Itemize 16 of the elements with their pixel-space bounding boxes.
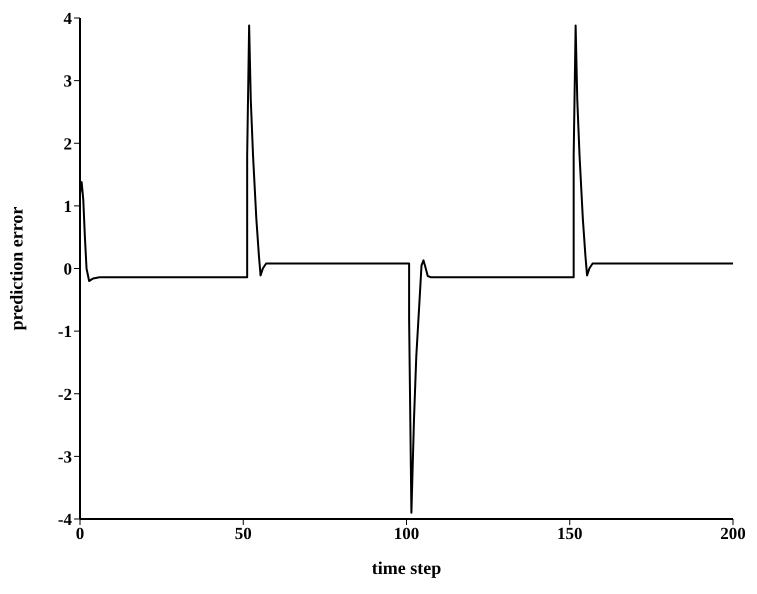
y-tick-label: 0 <box>64 260 72 279</box>
y-tick-label: -1 <box>58 322 72 342</box>
x-axis-title: time step <box>372 558 442 578</box>
y-tick-label: -3 <box>58 447 72 466</box>
y-tick-label: 3 <box>64 72 72 91</box>
x-tick-label: 200 <box>720 524 746 544</box>
x-tick-label: 50 <box>234 524 252 544</box>
x-tick-label: 100 <box>394 524 420 544</box>
y-tick-label: 1 <box>64 196 72 216</box>
y-tick-label: -4 <box>58 510 72 530</box>
y-tick-label: -2 <box>58 384 72 404</box>
y-tick-label: 4 <box>64 9 72 28</box>
x-tick-label: 150 <box>557 524 582 544</box>
y-axis-title: prediction error <box>6 206 26 330</box>
x-tick-label: 0 <box>76 524 84 544</box>
y-tick-label: 2 <box>64 134 72 154</box>
